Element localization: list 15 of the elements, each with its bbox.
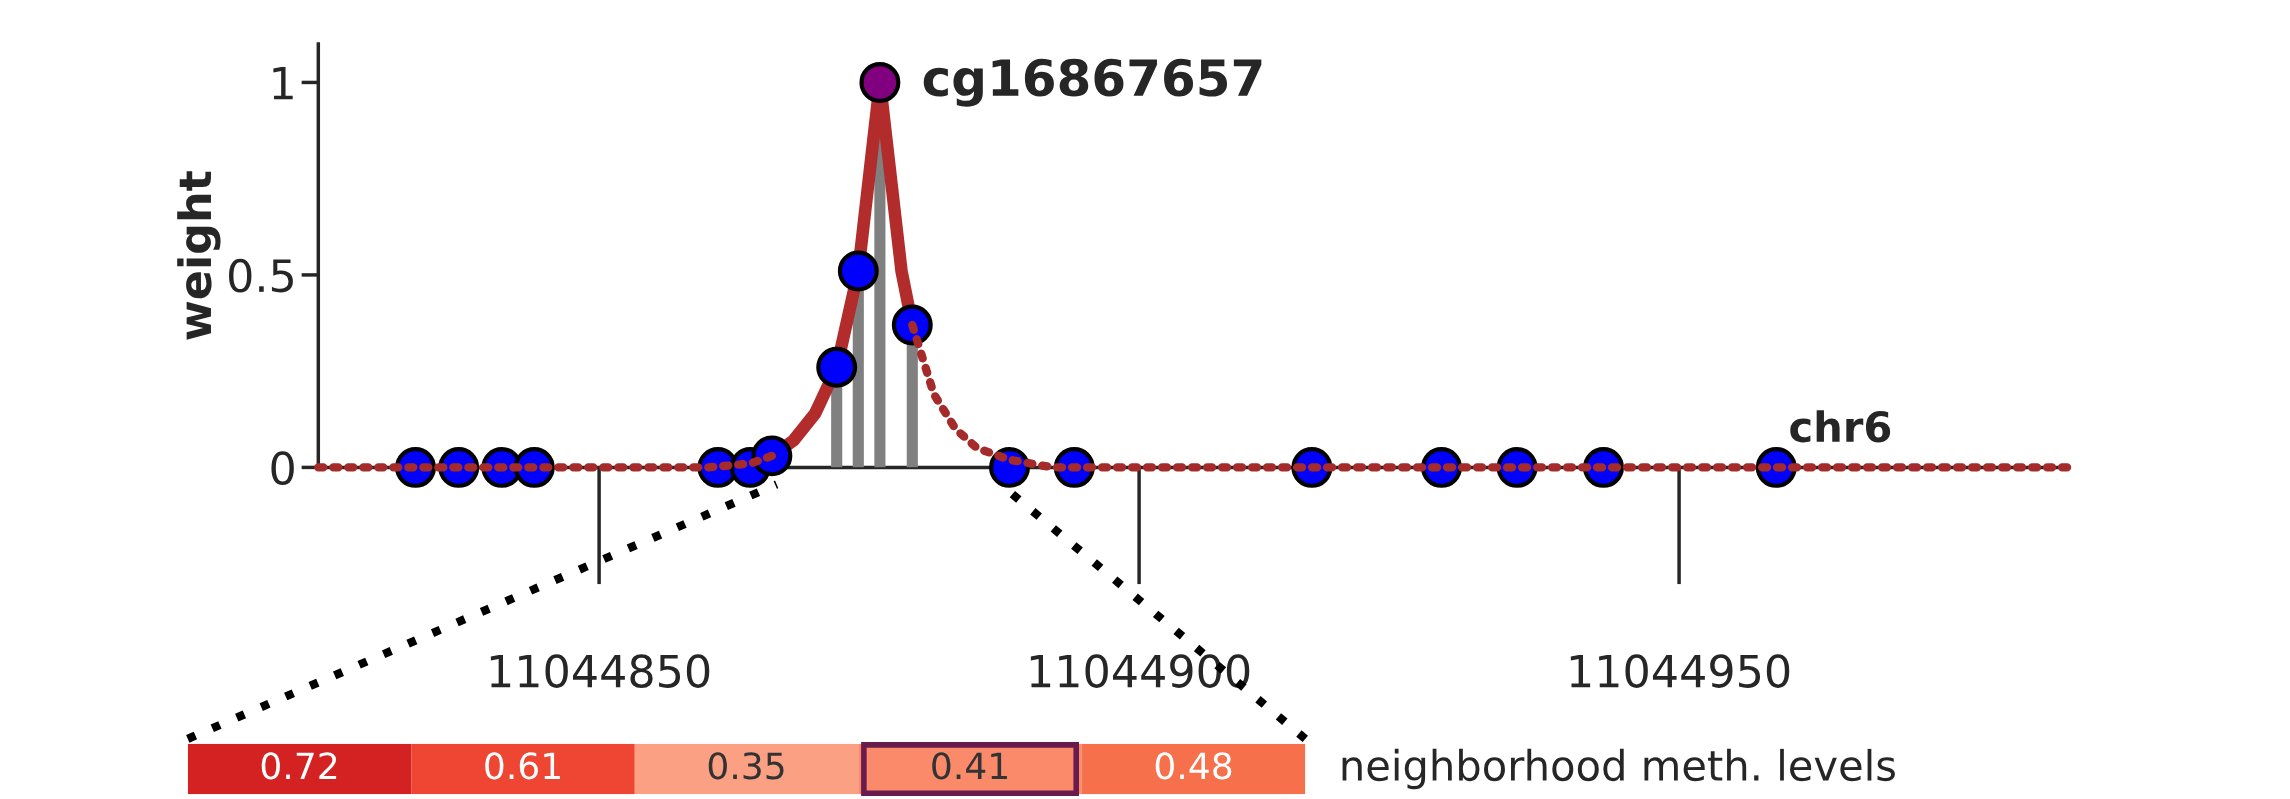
annotation: chr6 — [1790, 410, 1891, 443]
data-label: 0.61 — [485, 752, 560, 780]
y-tick-label: 0 — [271, 451, 294, 485]
data-label: 0.41 — [932, 752, 1007, 780]
x-tick-label: 11044900 — [1030, 654, 1250, 688]
data-label: 0.48 — [1155, 752, 1232, 780]
annotation: cg16867657 — [923, 58, 1262, 107]
text: neighborhood meth. levels — [1342, 748, 1895, 790]
y-tick-label: 1 — [273, 66, 293, 100]
x-tick-label: 11044850 — [490, 654, 710, 688]
x-tick-label: 11044950 — [1570, 654, 1790, 688]
data-label: 0.35 — [708, 752, 784, 780]
data-label: 0.72 — [261, 752, 337, 780]
y-tick-label: 0.5 — [229, 258, 293, 293]
y-axis-title: weight — [177, 171, 221, 340]
